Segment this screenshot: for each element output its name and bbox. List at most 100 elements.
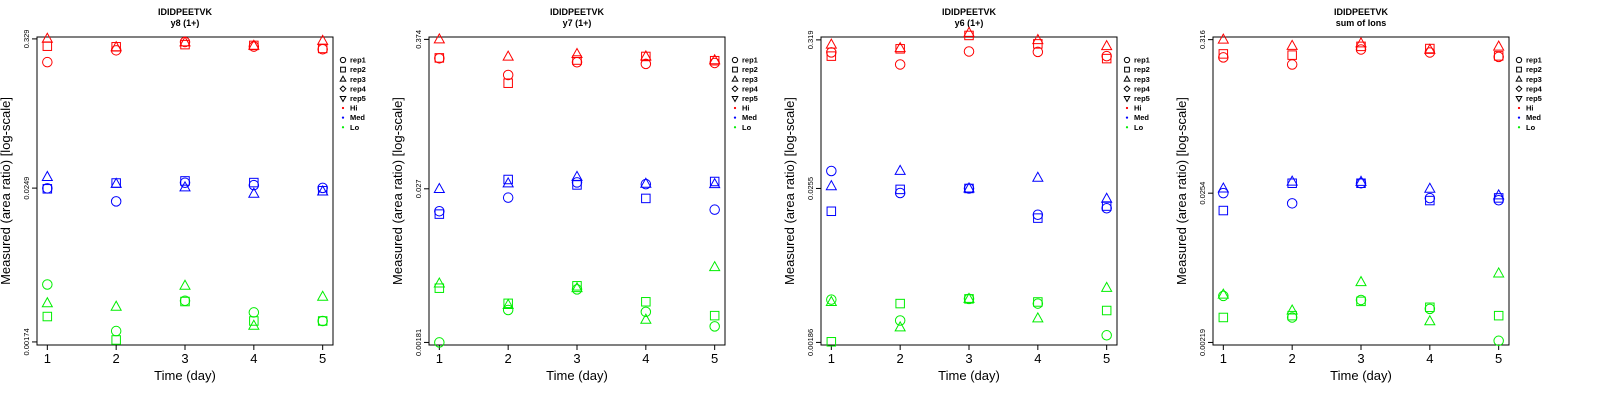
- data-point: [639, 49, 652, 61]
- data-point: [1286, 175, 1299, 186]
- y-tick-label: 0.00181: [414, 329, 423, 356]
- data-point: [1423, 182, 1436, 193]
- data-point: [433, 277, 446, 288]
- x-tick-label: 3: [1357, 351, 1364, 366]
- data-point: [709, 57, 720, 69]
- data-point: [1424, 192, 1436, 204]
- data-point: [571, 47, 583, 59]
- legend-marker: [339, 85, 347, 93]
- data-point: [709, 55, 720, 66]
- legend-marker: [732, 66, 738, 73]
- legend-label: rep1: [1134, 56, 1150, 65]
- data-point: [1031, 33, 1044, 45]
- data-point: [895, 184, 905, 195]
- data-point: [1032, 298, 1044, 309]
- legend-label: Lo: [742, 123, 752, 132]
- legend-label: rep4: [350, 84, 367, 93]
- x-tick-label: 3: [965, 351, 972, 366]
- data-point: [1218, 49, 1229, 59]
- data-point: [179, 180, 191, 192]
- legend-marker: [339, 56, 347, 64]
- data-point: [317, 315, 328, 327]
- legend-marker: [1125, 116, 1129, 119]
- legend-marker: [1123, 56, 1131, 64]
- x-axis-label: Time (day): [154, 368, 216, 383]
- data-point: [1218, 52, 1229, 63]
- data-point: [1101, 305, 1112, 316]
- legend-marker: [1517, 106, 1521, 110]
- data-point: [317, 316, 328, 326]
- x-tick-label: 5: [319, 351, 326, 366]
- data-point: [894, 315, 906, 326]
- data-point: [502, 304, 514, 316]
- chart-title: IDIDPEETVK: [1334, 7, 1389, 17]
- legend-label: Lo: [1134, 123, 1144, 132]
- legend-label: Hi: [1526, 104, 1534, 113]
- data-point: [708, 177, 721, 189]
- data-point: [640, 178, 652, 190]
- data-point: [709, 204, 720, 215]
- data-point: [1425, 195, 1435, 206]
- legend-label: rep5: [742, 94, 758, 103]
- legend-label: rep4: [1134, 84, 1151, 93]
- data-point: [1286, 39, 1299, 50]
- legend-label: rep3: [1526, 75, 1542, 84]
- y-tick-label: 0.0254: [1198, 182, 1207, 205]
- legend-label: Med: [1134, 113, 1149, 122]
- legend-marker: [1517, 126, 1521, 129]
- x-tick-label: 1: [436, 351, 443, 366]
- legend-label: rep2: [1526, 65, 1542, 74]
- data-point: [963, 46, 975, 57]
- data-point: [433, 182, 446, 194]
- legend-marker: [1123, 75, 1131, 82]
- y-tick-label: 0.00174: [22, 328, 31, 355]
- x-tick-label: 5: [1495, 351, 1502, 366]
- data-point: [502, 192, 514, 203]
- data-point: [1101, 203, 1112, 214]
- x-axis-label: Time (day): [546, 368, 608, 383]
- data-point: [895, 298, 905, 309]
- legend-label: Hi: [350, 104, 358, 113]
- data-point: [249, 177, 259, 188]
- data-point: [1355, 275, 1367, 287]
- data-point: [1492, 266, 1505, 278]
- x-tick-label: 5: [1103, 351, 1110, 366]
- data-point: [894, 41, 907, 53]
- x-axis-label: Time (day): [938, 368, 1000, 383]
- y-tick-label: 0.374: [414, 30, 423, 49]
- y-axis-label: Measured (area ratio) [log-scale]: [782, 97, 797, 285]
- chart-title: IDIDPEETVK: [942, 7, 997, 17]
- data-point: [1355, 36, 1367, 48]
- data-point: [41, 296, 54, 308]
- data-point: [41, 170, 54, 181]
- data-point: [639, 313, 652, 324]
- legend-label: rep1: [350, 56, 366, 65]
- x-tick-label: 2: [897, 351, 904, 366]
- data-point: [110, 325, 122, 337]
- data-point: [572, 55, 582, 65]
- legend-label: Med: [742, 113, 757, 122]
- data-point: [894, 187, 906, 199]
- legend-marker: [731, 95, 739, 103]
- y-tick-label: 0.329: [22, 30, 31, 49]
- data-point: [964, 183, 974, 194]
- data-point: [1218, 205, 1229, 216]
- data-point: [1217, 288, 1230, 299]
- data-point: [1425, 302, 1435, 313]
- data-point: [248, 307, 260, 318]
- data-point: [1032, 209, 1044, 221]
- data-point: [1423, 314, 1436, 326]
- data-point: [41, 32, 54, 43]
- data-point: [1217, 182, 1230, 193]
- legend-marker: [1124, 66, 1130, 73]
- legend-label: rep2: [1134, 65, 1150, 74]
- data-point: [826, 165, 837, 177]
- data-point: [247, 39, 260, 50]
- data-point: [110, 177, 123, 188]
- data-point: [180, 176, 190, 186]
- legend-label: rep1: [742, 56, 758, 65]
